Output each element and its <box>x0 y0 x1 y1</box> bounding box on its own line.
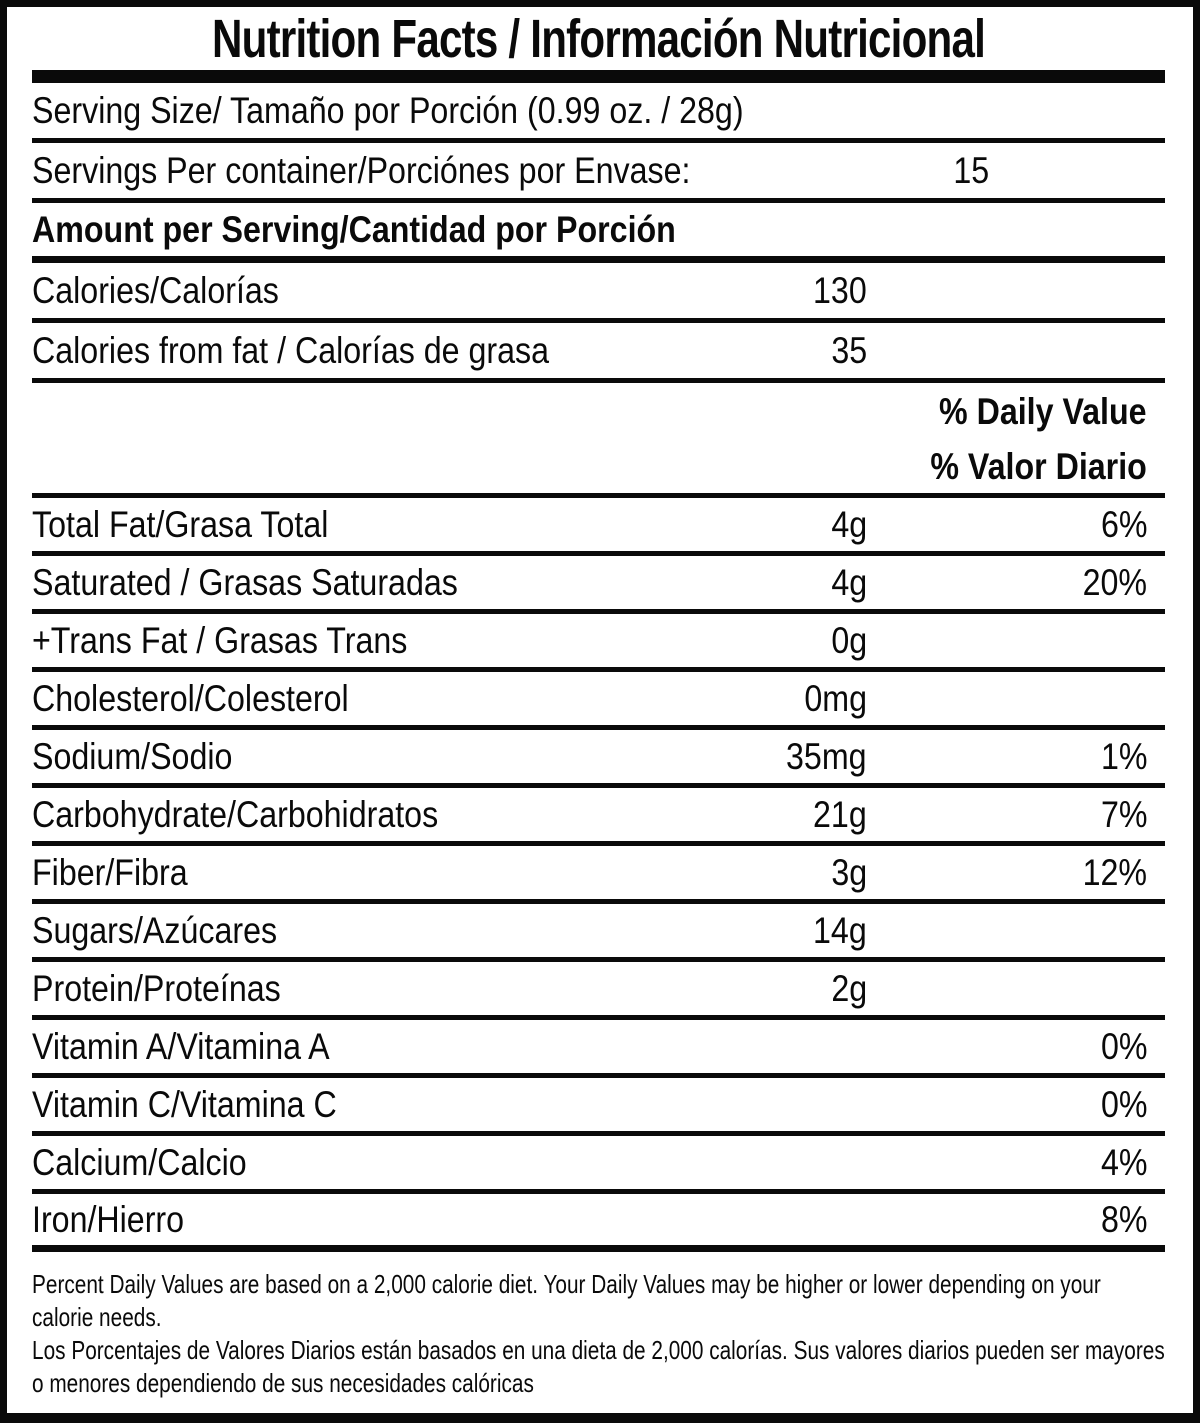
title-divider-bar <box>32 70 1165 83</box>
row-cholesterol: Cholesterol/Colesterol 0mg <box>32 672 1165 730</box>
footnote-es: Los Porcentajes de Valores Diarios están… <box>32 1335 1165 1398</box>
row-protein: Protein/Proteínas 2g <box>32 962 1165 1020</box>
nutrient-name: Calories/Calorías <box>32 269 279 311</box>
nutrient-name: +Trans Fat / Grasas Trans <box>32 619 408 661</box>
footnote-en: Percent Daily Values are based on a 2,00… <box>32 1269 1101 1332</box>
nutrient-name: Sodium/Sodio <box>32 735 233 777</box>
row-vitamin-c: Vitamin C/Vitamina C 0% <box>32 1078 1165 1136</box>
row-calcium: Calcium/Calcio 4% <box>32 1136 1165 1194</box>
servings-per-container-value: 15 <box>953 149 989 191</box>
nutrient-name: Saturated / Grasas Saturadas <box>32 561 458 603</box>
row-sugars: Sugars/Azúcares 14g <box>32 904 1165 962</box>
nutrient-dv: 4% <box>1100 1141 1147 1183</box>
nutrient-amount: 4g <box>831 561 867 603</box>
nutrient-amount <box>667 1084 867 1126</box>
row-daily-value-header-en: % Daily Value <box>32 383 1165 440</box>
nutrient-amount <box>667 1026 867 1068</box>
nutrient-name: Protein/Proteínas <box>32 967 281 1009</box>
nutrient-name: Vitamin C/Vitamina C <box>32 1083 337 1125</box>
row-vitamin-a: Vitamin A/Vitamina A 0% <box>32 1020 1165 1078</box>
servings-per-container-label: Servings Per container/Porciónes por Env… <box>32 149 691 191</box>
nutrient-amount: 2g <box>831 967 867 1009</box>
nutrient-dv: 12% <box>1082 851 1147 893</box>
nutrient-name: Vitamin A/Vitamina A <box>32 1025 330 1067</box>
nutrient-dv: 6% <box>1100 503 1147 545</box>
nutrient-amount: 35mg <box>786 735 867 777</box>
row-calories-from-fat: Calories from fat / Calorías de grasa 35 <box>32 323 1165 383</box>
nutrient-amount: 130 <box>813 269 867 311</box>
row-daily-value-header-es: % Valor Diario <box>32 440 1165 498</box>
nutrient-name: Sugars/Azúcares <box>32 909 278 951</box>
label-title: Nutrition Facts / Información Nutriciona… <box>211 8 986 69</box>
nutrient-dv <box>867 678 1165 720</box>
row-trans-fat: +Trans Fat / Grasas Trans 0g <box>32 614 1165 672</box>
nutrient-name: Iron/Hierro <box>32 1198 185 1240</box>
row-serving-size: Serving Size/ Tamaño por Porción (0.99 o… <box>32 83 1165 143</box>
row-amount-per-serving: Amount per Serving/Cantidad por Porción <box>32 203 1165 263</box>
nutrient-dv: 8% <box>1100 1198 1147 1240</box>
nutrient-dv <box>867 968 1165 1010</box>
row-servings-per-container: Servings Per container/Porciónes por Env… <box>32 143 1165 203</box>
nutrient-amount <box>667 1199 867 1241</box>
footnote: Percent Daily Values are based on a 2,00… <box>32 1252 1165 1413</box>
nutrient-amount <box>667 1142 867 1184</box>
row-saturated-fat: Saturated / Grasas Saturadas 4g 20% <box>32 556 1165 614</box>
row-sodium: Sodium/Sodio 35mg 1% <box>32 730 1165 788</box>
nutrient-amount: 14g <box>813 909 867 951</box>
nutrient-dv: 1% <box>1100 735 1147 777</box>
nutrient-dv: 0% <box>1100 1025 1147 1067</box>
nutrient-name: Carbohydrate/Carbohidratos <box>32 793 439 835</box>
nutrient-amount: 3g <box>831 851 867 893</box>
nutrient-amount: 0mg <box>804 677 867 719</box>
label-header: Nutrition Facts / Información Nutriciona… <box>32 7 1165 70</box>
nutrient-dv: 20% <box>1082 561 1147 603</box>
nutrient-name: Calcium/Calcio <box>32 1141 247 1183</box>
nutrient-amount: 35 <box>831 329 867 371</box>
nutrient-name: Cholesterol/Colesterol <box>32 677 349 719</box>
nutrient-amount: 4g <box>831 503 867 545</box>
daily-value-header-es: % Valor Diario <box>930 445 1147 487</box>
row-total-fat: Total Fat/Grasa Total 4g 6% <box>32 498 1165 556</box>
nutrient-amount: 0g <box>831 619 867 661</box>
nutrient-name: Fiber/Fibra <box>32 851 188 893</box>
daily-value-header-en: % Daily Value <box>939 390 1147 432</box>
row-fiber: Fiber/Fibra 3g 12% <box>32 846 1165 904</box>
nutrient-name: Total Fat/Grasa Total <box>32 503 329 545</box>
nutrient-dv: 0% <box>1100 1083 1147 1125</box>
row-iron: Iron/Hierro 8% <box>32 1194 1165 1252</box>
row-calories: Calories/Calorías 130 <box>32 263 1165 323</box>
amount-per-serving-header: Amount per Serving/Cantidad por Porción <box>32 208 676 250</box>
nutrient-amount: 21g <box>813 793 867 835</box>
nutrient-dv <box>867 620 1165 662</box>
row-carbohydrate: Carbohydrate/Carbohidratos 21g 7% <box>32 788 1165 846</box>
nutrient-dv <box>867 910 1165 952</box>
nutrient-dv: 7% <box>1100 793 1147 835</box>
serving-size-text: Serving Size/ Tamaño por Porción (0.99 o… <box>32 89 744 131</box>
nutrient-name: Calories from fat / Calorías de grasa <box>32 329 550 371</box>
